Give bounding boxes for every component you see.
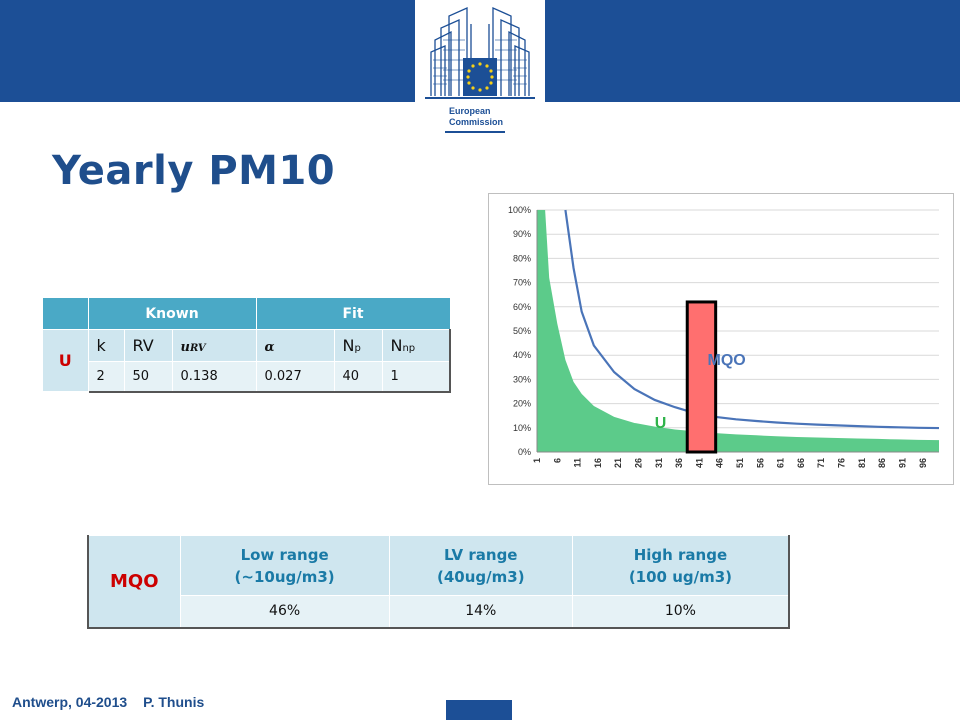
col-nnp-subscript: np [402, 343, 416, 354]
y-tick-label: 100% [508, 205, 531, 215]
x-tick-label: 16 [593, 458, 603, 468]
known-header: Known [87, 297, 257, 330]
col-np-symbol: N [342, 336, 355, 355]
y-tick-label: 0% [518, 447, 531, 457]
x-tick-label: 81 [857, 458, 867, 468]
col-nnp: Nnp [381, 329, 451, 362]
footer: Antwerp, 04-2013 P. Thunis [12, 694, 216, 710]
y-tick-label: 40% [513, 350, 531, 360]
footer-place-date: Antwerp, 04-2013 [12, 694, 128, 710]
logo-line-2: Commission [449, 117, 504, 127]
mqo-row-label: MQO [87, 535, 181, 629]
y-tick-label: 50% [513, 326, 531, 336]
low-range-value: 46% [179, 595, 390, 629]
ec-building-logo-icon [425, 6, 535, 133]
logo-line-1: European [449, 106, 491, 116]
x-tick-label: 86 [877, 458, 887, 468]
low-range-header-line-1: Low range [240, 545, 329, 564]
mqo-table: MQO Low range (~10ug/m3) LV range (40ug/m3… [87, 535, 790, 629]
value-np: 40 [333, 361, 383, 393]
col-np: Np [333, 329, 383, 362]
x-tick-label: 26 [634, 458, 644, 468]
col-nnp-symbol: N [390, 336, 403, 355]
value-urv: 0.138 [171, 361, 257, 393]
x-tick-label: 11 [573, 458, 583, 468]
table-corner-cell [41, 297, 89, 330]
col-k: k [87, 329, 125, 362]
series-annotation: MQO [708, 352, 746, 369]
y-tick-label: 20% [513, 399, 531, 409]
col-alpha: α [255, 329, 335, 362]
high-range-header-line-2: (100 ug/m3) [628, 567, 733, 586]
col-urv: uRV [171, 329, 257, 362]
high-range-value: 10% [571, 595, 790, 629]
lv-range-header-line-1: LV range [444, 545, 518, 564]
u-area [537, 210, 939, 452]
value-rv: 50 [123, 361, 173, 393]
y-tick-label: 70% [513, 278, 531, 288]
chart-svg: 0%10%20%30%40%50%60%70%80%90%100%1 6 11 16 2… [508, 205, 940, 468]
col-urv-subscript: RV [189, 343, 206, 354]
mqo-line [564, 209, 940, 430]
u-row-label: U [41, 329, 89, 393]
value-alpha: 0.027 [255, 361, 335, 393]
mqo-u-chart: 0% 10% 20% 30% 40% 50% 60% 70% 80% 90% 100% 1 6 11 16 2… [488, 193, 954, 485]
ec-logo-text: European Commission [449, 106, 503, 128]
low-range-header-line-2: (~10ug/m3) [234, 567, 335, 586]
x-tick-label: 31 [654, 458, 664, 468]
x-tick-label: 61 [776, 458, 786, 468]
x-tick-label: 46 [715, 458, 725, 468]
col-np-subscript: p [354, 343, 361, 354]
high-range-header: High range (100 ug/m3) [571, 535, 790, 596]
fit-parameters-table: Known Fit U k RV uRV α Np Nnp 2 50 0.138… [41, 297, 451, 393]
y-tick-label: 10% [513, 423, 531, 433]
x-tick-label: 36 [674, 458, 684, 468]
value-k: 2 [87, 361, 125, 393]
col-rv: RV [123, 329, 173, 362]
footer-flag-block [446, 700, 512, 720]
x-tick-label: 96 [918, 458, 928, 468]
value-nnp: 1 [381, 361, 451, 393]
lv-range-value: 14% [388, 595, 573, 629]
fit-header: Fit [255, 297, 451, 330]
high-range-header-line-1: High range [633, 545, 728, 564]
x-tick-label: 41 [694, 458, 704, 468]
col-alpha-symbol: α [264, 340, 275, 355]
x-tick-label: 91 [897, 458, 907, 468]
lv-range-header: LV range (40ug/m3) [388, 535, 573, 596]
y-tick-label: 60% [513, 302, 531, 312]
x-tick-label: 76 [837, 458, 847, 468]
x-tick-label: 21 [613, 458, 623, 468]
highlight-box [685, 300, 718, 454]
x-tick-label: 66 [796, 458, 806, 468]
x-tick-label: 51 [735, 458, 745, 468]
lv-range-header-line-2: (40ug/m3) [437, 567, 525, 586]
ec-logo [415, 0, 545, 136]
low-range-header: Low range (~10ug/m3) [179, 535, 390, 596]
x-tick-label: 1 [532, 458, 542, 463]
col-urv-symbol: u [180, 340, 190, 355]
y-tick-label: 30% [513, 374, 531, 384]
series-annotation: U [655, 415, 667, 432]
x-tick-label: 71 [816, 458, 826, 468]
x-tick-label: 6 [552, 458, 562, 463]
y-tick-label: 80% [513, 253, 531, 263]
footer-author: P. Thunis [143, 694, 205, 710]
x-tick-label: 56 [755, 458, 765, 468]
y-tick-label: 90% [513, 229, 531, 239]
slide-title: Yearly PM10 [52, 148, 336, 194]
